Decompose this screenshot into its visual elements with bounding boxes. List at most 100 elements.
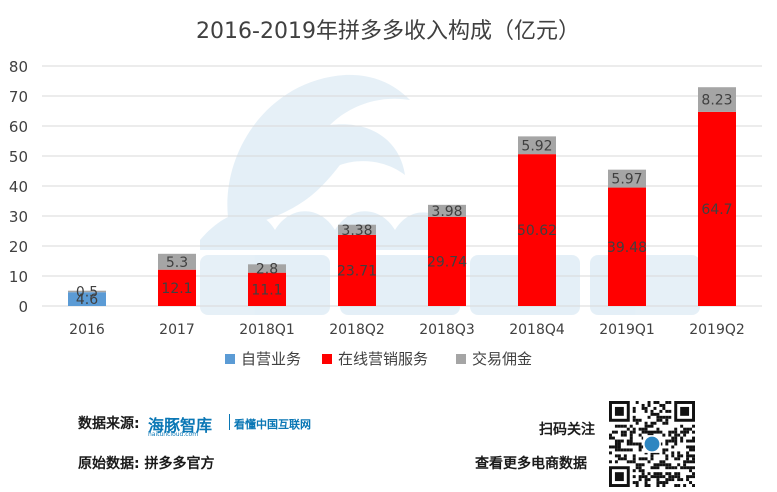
- qr-module: [656, 472, 660, 476]
- qr-module: [626, 439, 630, 443]
- source-label: 数据来源:: [78, 416, 140, 432]
- qr-module: [614, 454, 618, 458]
- qr-module: [665, 401, 669, 404]
- qr-module: [653, 412, 657, 416]
- chart-title: 2016-2019年拼多多收入构成（亿元）: [196, 19, 580, 44]
- qr-module: [659, 418, 663, 422]
- qr-module: [665, 463, 669, 467]
- qr-module: [614, 442, 618, 446]
- bar-segment: [158, 269, 196, 306]
- qr-module: [641, 406, 645, 410]
- qr-module: [656, 427, 660, 431]
- qr-module: [614, 460, 618, 464]
- qr-module: [617, 424, 621, 428]
- bar-segment: [518, 154, 556, 306]
- qr-module: [659, 481, 663, 485]
- qr-module: [632, 460, 636, 464]
- qr-module: [638, 475, 642, 479]
- bar-segment: [518, 136, 556, 155]
- qr-module: [692, 472, 695, 476]
- x-tick-label: 2018Q3: [419, 322, 475, 338]
- qr-module: [668, 433, 672, 437]
- qr-module: [632, 454, 636, 458]
- qr-module: [641, 430, 645, 434]
- qr-module: [674, 466, 678, 470]
- qr-module: [665, 421, 669, 425]
- qr-module: [659, 415, 663, 419]
- qr-module: [677, 478, 681, 482]
- qr-module: [609, 451, 612, 455]
- qr-module: [665, 409, 669, 413]
- qr-module: [635, 466, 639, 470]
- qr-module: [674, 430, 678, 434]
- qr-module: [629, 424, 633, 428]
- qr-module: [662, 433, 666, 437]
- data-label: 5.3: [166, 255, 188, 271]
- qr-module: [692, 484, 695, 487]
- qr-module: [632, 415, 636, 419]
- x-axis: 2016 2017 2018Q1 2018Q2 2018Q3 2018Q4 2019Q1 20…: [69, 322, 745, 338]
- qr-module: [686, 466, 690, 470]
- qr-module: [620, 424, 624, 428]
- qr-module: [632, 409, 636, 413]
- qr-module: [689, 475, 693, 479]
- qr-module: [653, 401, 657, 404]
- qr-module: [689, 445, 693, 449]
- data-label: 8.23: [701, 93, 732, 109]
- qr-module: [677, 463, 681, 467]
- qr-module: [689, 481, 693, 485]
- qr-logo-icon: [644, 436, 660, 452]
- qr-module: [644, 430, 648, 434]
- qr-module: [609, 460, 612, 464]
- qr-finder: [614, 406, 624, 416]
- qr-module: [629, 442, 633, 446]
- bar-segment: [68, 292, 106, 306]
- y-tick-label: 20: [9, 238, 28, 256]
- qr-module: [644, 457, 648, 461]
- bar-segment: [158, 253, 196, 270]
- bar-segment: [698, 111, 736, 307]
- qr-module: [638, 442, 642, 446]
- qr-module: [674, 472, 678, 476]
- qr-module: [653, 472, 657, 476]
- data-labels: 4.60.5 12.1 5.3 11.1 2.8 23.71 3.38 29.74 3.98 50…: [76, 93, 733, 309]
- qr-module: [609, 436, 612, 440]
- qr-module: [674, 436, 678, 440]
- qr-module: [656, 484, 660, 487]
- qr-code[interactable]: [607, 401, 697, 487]
- qr-module: [692, 436, 695, 440]
- qr-module: [671, 439, 675, 443]
- qr-module: [617, 448, 621, 452]
- data-label: 29.74: [427, 254, 467, 270]
- qr-module: [647, 424, 651, 428]
- qr-module: [662, 406, 666, 410]
- qr-module: [623, 448, 627, 452]
- qr-module: [635, 481, 639, 485]
- qr-module: [620, 457, 624, 461]
- data-label: 4.6: [76, 292, 98, 308]
- qr-module: [644, 406, 648, 410]
- qr-module: [692, 424, 695, 428]
- x-tick-label: 2016: [69, 322, 105, 338]
- qr-module: [656, 481, 660, 485]
- qr-module: [638, 445, 642, 449]
- qr-module: [656, 401, 660, 404]
- qr-module: [632, 406, 636, 410]
- qr-module: [647, 403, 651, 407]
- qr-module: [623, 457, 627, 461]
- qr-module: [659, 472, 663, 476]
- qr-module: [665, 439, 669, 443]
- qr-module: [626, 442, 630, 446]
- qr-module: [671, 454, 675, 458]
- qr-module: [680, 478, 684, 482]
- bar-segment: [608, 187, 646, 306]
- qr-module: [692, 439, 695, 443]
- qr-module: [656, 475, 660, 479]
- qr-module: [692, 466, 695, 470]
- origin-label: 原始数据: 拼多多官方: [78, 456, 215, 472]
- qr-module: [647, 460, 651, 464]
- qr-module: [689, 439, 693, 443]
- qr-module: [632, 481, 636, 485]
- qr-module: [686, 454, 690, 458]
- qr-module: [674, 457, 678, 461]
